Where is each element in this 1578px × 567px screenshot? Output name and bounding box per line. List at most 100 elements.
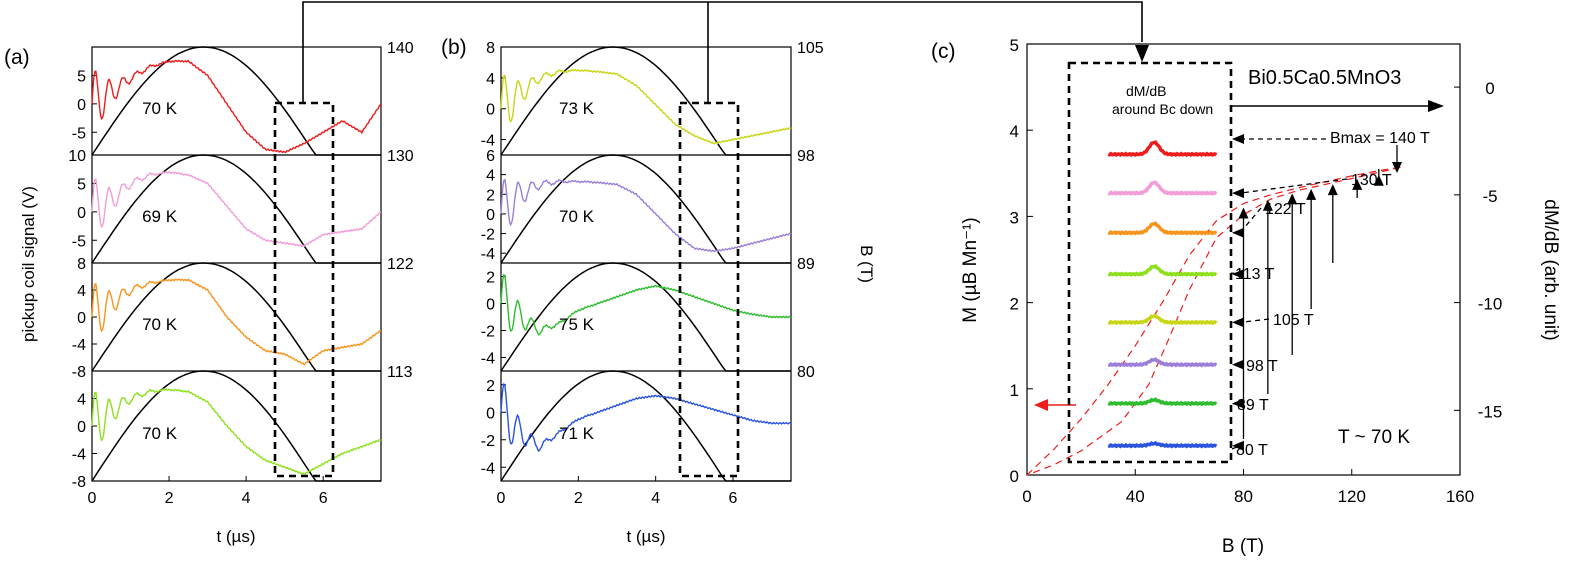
signal-line	[500, 178, 792, 253]
panel-c-ylabel: M (µB Mn⁻¹)	[960, 217, 981, 322]
left-axis-arrowhead	[1034, 399, 1048, 411]
y-tick-label: -4	[481, 246, 495, 263]
y-tick-label: -4	[481, 351, 495, 368]
y-tick-label: -4	[72, 447, 86, 464]
y-tick-label: 10	[68, 148, 86, 165]
bmax-arrowhead	[1232, 134, 1244, 144]
connector-line-a	[302, 1, 1143, 103]
field-pulse-line	[500, 154, 791, 264]
y-tick-label: 8	[486, 40, 495, 57]
panel-c-dashed-box	[1067, 61, 1233, 464]
field-vertical-arrowhead	[1287, 193, 1298, 205]
y-tick-label: -2	[481, 324, 495, 341]
field-vertical-arrowhead	[1327, 184, 1338, 196]
temperature-label: T ~ 70 K	[1338, 427, 1410, 448]
field-vertical-arrowhead	[1238, 207, 1249, 219]
b-tick-label: 89	[797, 256, 815, 273]
c-x-tick-label: 40	[1126, 487, 1145, 506]
y-tick-label: -5	[72, 125, 86, 142]
c-y-tick-label: 1	[1010, 381, 1019, 400]
c-y-tick-label: 4	[1010, 122, 1019, 141]
y-tick-label: -2	[481, 433, 495, 450]
field-vertical-arrowhead	[1262, 199, 1273, 211]
field-pulse-line	[91, 262, 381, 372]
y-tick-label: 4	[486, 71, 495, 88]
y-tick-label: -8	[72, 474, 86, 491]
y-tick-label: 0	[486, 207, 495, 224]
y-tick-label: 0	[77, 97, 86, 114]
field-label: 105 T	[1273, 312, 1314, 329]
y-tick-label: 4	[77, 283, 86, 300]
panel-label-c: (c)	[931, 40, 956, 63]
dmdb-trace	[1107, 440, 1218, 449]
y-tick-label: -5	[72, 233, 86, 250]
signal-line	[91, 170, 382, 247]
field-arrowhead	[1232, 269, 1244, 280]
y-tick-label: 0	[486, 102, 495, 119]
m-curve-dashed	[1026, 166, 1401, 476]
dmdb-trace	[1107, 140, 1218, 158]
field-arrowhead	[1232, 188, 1244, 199]
signal-line	[91, 59, 382, 154]
temperature-label: 70 K	[142, 99, 178, 118]
y-tick-label: 2	[486, 187, 495, 204]
c-y2-tick-label: -5	[1482, 187, 1497, 206]
y-tick-label: 2	[486, 378, 495, 395]
c-y-tick-label: 2	[1010, 295, 1019, 314]
dmdb-trace	[1107, 180, 1218, 196]
field-vertical-arrowhead	[1373, 174, 1384, 186]
x-tick-label: 0	[88, 490, 97, 507]
y-tick-label: -2	[481, 227, 495, 244]
panel-b-frame	[500, 46, 792, 482]
field-vertical-arrowhead	[1306, 188, 1317, 200]
field-dashed-arrow	[1239, 318, 1270, 324]
material-label: Bi0.5Ca0.5MnO3	[1248, 67, 1401, 89]
field-arrowhead	[1232, 398, 1244, 409]
y-tick-label: 6	[486, 148, 495, 165]
panel-a-xlabel: t (µs)	[216, 527, 255, 546]
temperature-label: 73 K	[559, 99, 595, 118]
y-tick-label: 0	[486, 297, 495, 314]
dmdb-trace	[1107, 263, 1218, 278]
x-tick-label: 6	[319, 490, 328, 507]
c-y2-tick-label: -10	[1478, 295, 1503, 314]
panel-a-frame	[91, 46, 382, 482]
panel-b-right-ylabel: B (T)	[857, 245, 876, 283]
dmdb-trace	[1107, 397, 1218, 407]
y-tick-label: 4	[77, 392, 86, 409]
panel-a-ylabel: pickup coil signal (V)	[19, 186, 38, 342]
y-tick-label: -4	[481, 133, 495, 150]
y-tick-label: 2	[486, 270, 495, 287]
field-pulse-line	[500, 370, 791, 482]
temperature-label: 69 K	[142, 207, 178, 226]
signal-line	[500, 273, 792, 336]
c-y-tick-label: 3	[1010, 208, 1019, 227]
b-tick-label: 140	[387, 40, 414, 57]
temperature-label: 71 K	[559, 424, 595, 443]
c-x-tick-label: 0	[1022, 487, 1031, 506]
signal-line	[91, 387, 382, 475]
c-x-tick-label: 80	[1234, 487, 1253, 506]
panel-label-a: (a)	[4, 46, 30, 69]
field-pulse-line	[91, 46, 381, 156]
field-arrowhead	[1232, 317, 1244, 328]
field-pulse-line	[91, 154, 381, 264]
temperature-label: 75 K	[559, 315, 595, 334]
b-tick-label: 113	[387, 364, 413, 381]
panel-b-xlabel: t (µs)	[626, 527, 665, 546]
panel-c-box-title-1: dM/dB	[1126, 83, 1166, 99]
signal-line	[500, 382, 792, 453]
panel-label-b: (b)	[441, 36, 467, 59]
dmdb-trace	[1107, 221, 1218, 236]
y-tick-label: 5	[77, 176, 86, 193]
m-curve-dashed	[1026, 166, 1401, 476]
field-label: 113 T	[1235, 266, 1275, 283]
panel-b-dashed-box	[678, 101, 740, 478]
c-y-tick-label: 0	[1010, 467, 1019, 486]
signal-line	[91, 278, 382, 366]
c-x-tick-label: 120	[1338, 487, 1366, 506]
y-tick-label: -4	[72, 337, 86, 354]
